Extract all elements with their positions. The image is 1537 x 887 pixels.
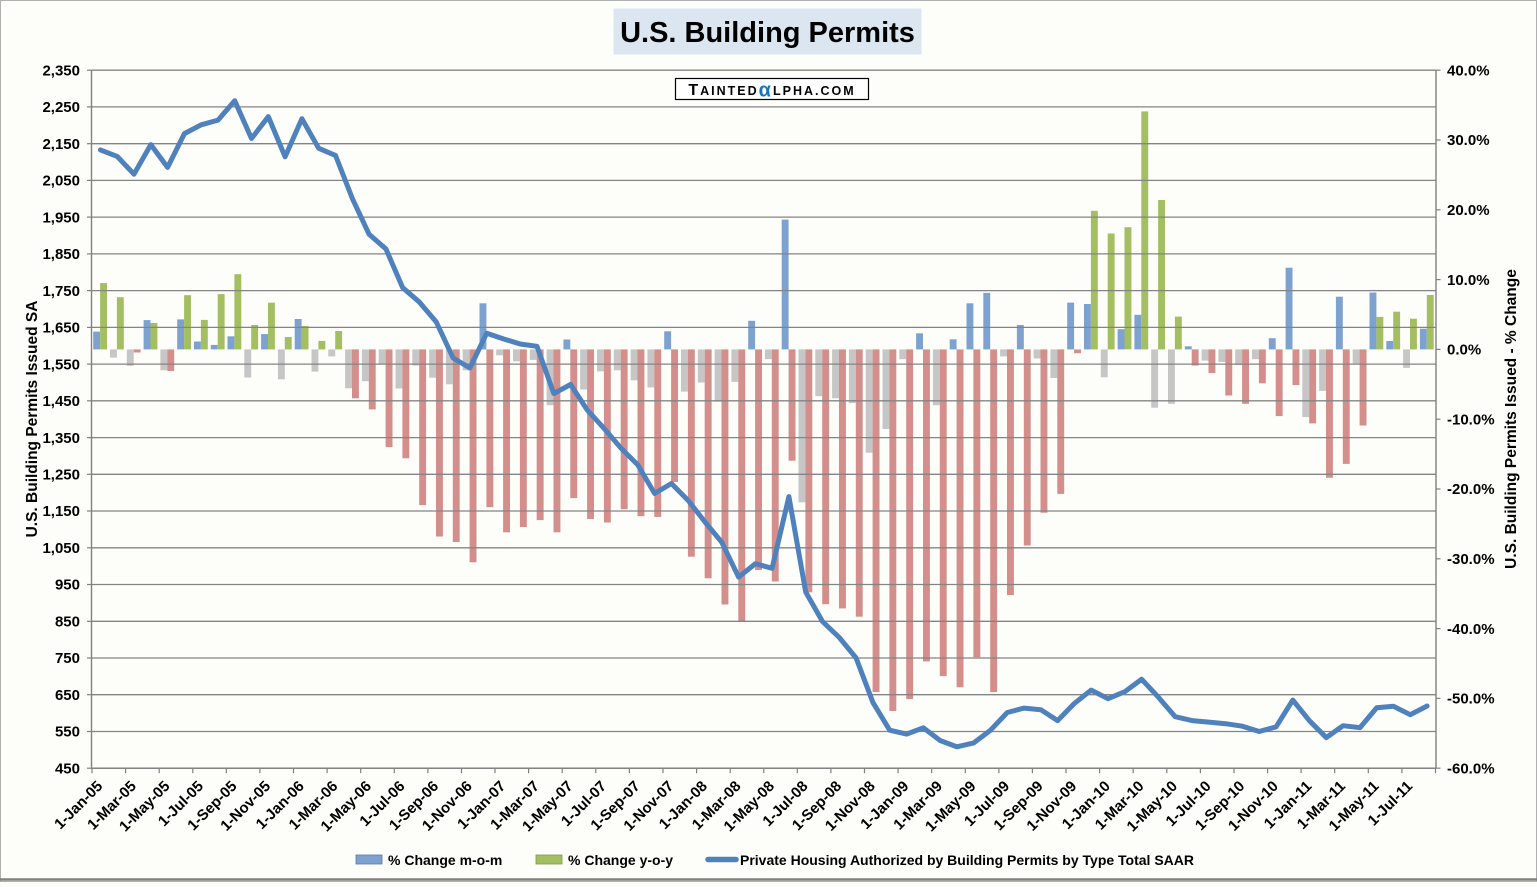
svg-text:450: 450 bbox=[55, 760, 80, 777]
svg-text:-40.0%: -40.0% bbox=[1447, 621, 1495, 638]
svg-text:% Change m-o-m: % Change m-o-m bbox=[388, 852, 502, 868]
svg-text:1,050: 1,050 bbox=[42, 540, 80, 557]
svg-text:2,150: 2,150 bbox=[42, 136, 80, 153]
svg-text:TAINTEDαLPHA.COM: TAINTEDαLPHA.COM bbox=[688, 80, 855, 102]
svg-text:1,650: 1,650 bbox=[42, 320, 80, 337]
svg-text:1,250: 1,250 bbox=[42, 467, 80, 484]
svg-text:-20.0%: -20.0% bbox=[1447, 481, 1495, 498]
svg-text:1,150: 1,150 bbox=[42, 503, 80, 520]
svg-text:750: 750 bbox=[55, 650, 80, 667]
svg-text:1,550: 1,550 bbox=[42, 356, 80, 373]
svg-text:-30.0%: -30.0% bbox=[1447, 551, 1495, 568]
svg-text:-60.0%: -60.0% bbox=[1447, 760, 1495, 777]
svg-text:0.0%: 0.0% bbox=[1447, 342, 1481, 359]
svg-text:2,050: 2,050 bbox=[42, 173, 80, 190]
svg-text:1,950: 1,950 bbox=[42, 209, 80, 226]
svg-text:40.0%: 40.0% bbox=[1447, 62, 1490, 79]
svg-text:650: 650 bbox=[55, 687, 80, 704]
svg-text:Private Housing Authorized by: Private Housing Authorized by Building P… bbox=[740, 852, 1194, 868]
svg-text:-10.0%: -10.0% bbox=[1447, 411, 1495, 428]
svg-text:1,850: 1,850 bbox=[42, 246, 80, 263]
svg-text:20.0%: 20.0% bbox=[1447, 202, 1490, 219]
svg-text:2,250: 2,250 bbox=[42, 99, 80, 116]
svg-text:1,750: 1,750 bbox=[42, 283, 80, 300]
svg-text:30.0%: 30.0% bbox=[1447, 132, 1490, 149]
svg-text:U.S. Building Permits Issued -: U.S. Building Permits Issued - % Change bbox=[1503, 269, 1520, 569]
svg-text:-50.0%: -50.0% bbox=[1447, 691, 1495, 708]
svg-text:1,450: 1,450 bbox=[42, 393, 80, 410]
svg-text:1,350: 1,350 bbox=[42, 430, 80, 447]
svg-text:850: 850 bbox=[55, 614, 80, 631]
svg-text:U.S. Building Permits Issued S: U.S. Building Permits Issued SA bbox=[24, 301, 41, 538]
svg-text:% Change y-o-y: % Change y-o-y bbox=[568, 852, 673, 868]
svg-text:550: 550 bbox=[55, 724, 80, 741]
svg-text:2,350: 2,350 bbox=[42, 62, 80, 79]
svg-text:10.0%: 10.0% bbox=[1447, 272, 1490, 289]
svg-text:U.S. Building Permits: U.S. Building Permits bbox=[620, 17, 915, 49]
svg-text:950: 950 bbox=[55, 577, 80, 594]
